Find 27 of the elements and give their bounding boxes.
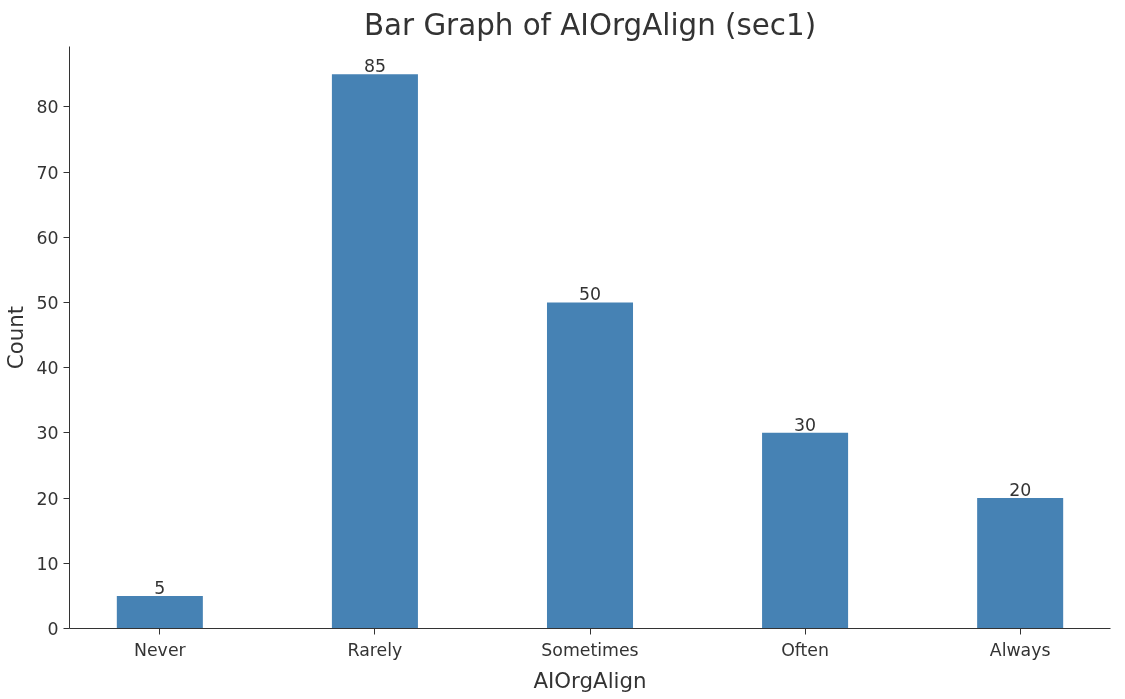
x-tick-label: Sometimes [541, 639, 639, 660]
data-label: 50 [578, 284, 602, 305]
bar [331, 74, 418, 629]
bar [116, 595, 203, 629]
bar [546, 302, 634, 629]
chart-title: Bar Graph of AIOrgAlign (sec1) [363, 7, 817, 42]
y-tick-label: 20 [36, 488, 59, 509]
y-tick-label: 50 [36, 292, 59, 313]
y-tick-label: 80 [36, 97, 59, 118]
x-tick-label: Rarely [347, 639, 403, 660]
y-tick-label: 60 [36, 227, 59, 248]
y-tick-label: 10 [36, 553, 59, 574]
y-axis-title: Count [3, 305, 29, 370]
y-tick-label: 0 [47, 619, 59, 639]
y-tick-label: 40 [36, 358, 59, 379]
data-label: 30 [794, 414, 817, 435]
bar [762, 432, 849, 629]
bar [977, 498, 1064, 629]
data-label: 20 [1009, 480, 1032, 501]
data-label: 85 [363, 56, 386, 77]
x-axis-title: AIOrgAlign [533, 667, 647, 693]
x-tick-label: Never [134, 639, 187, 660]
y-tick-label: 30 [36, 423, 59, 444]
x-tick-label: Often [781, 639, 830, 660]
y-tick-label: 70 [36, 162, 59, 183]
data-label: 5 [154, 577, 166, 598]
x-tick-label: Always [989, 639, 1051, 660]
